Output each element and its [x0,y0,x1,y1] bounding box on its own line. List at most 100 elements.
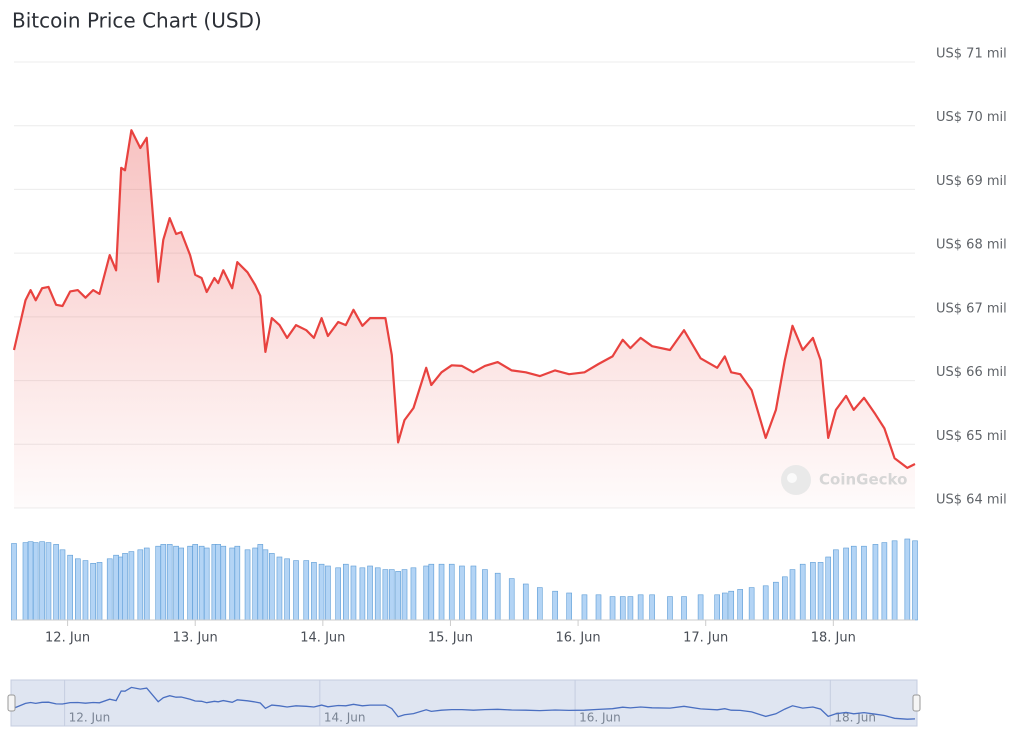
volume-bar [67,554,73,621]
volume-bar [762,585,769,621]
price-line [12,129,916,469]
volume-bar [891,540,898,621]
volume-bar [27,541,34,621]
volume-bar [697,594,704,621]
volume-bar [395,571,401,621]
volume-bar [350,565,357,621]
volume-bar [311,562,317,621]
volume-bar [90,562,96,621]
volume-bar [482,569,488,621]
y-tick-label: US$ 69 mil [936,174,1007,189]
volume-bar [494,572,501,621]
y-tick-label: US$ 67 mil [936,301,1007,316]
y-tick-label: US$ 68 mil [936,238,1007,253]
watermark: CoinGecko [781,465,907,495]
volume-bar [428,563,435,621]
volume-bar [234,545,241,621]
volume-bar [32,542,39,621]
x-tick-label: 16. Jun [556,631,601,646]
volume-bar [173,545,179,621]
volume-bar [192,544,199,621]
volume-bar [438,563,445,621]
navigator-handle[interactable] [912,694,921,712]
x-tick-label: 14. Jun [300,631,345,646]
volume-bar [459,565,465,621]
volume-bar [789,569,796,621]
volume-bar [106,558,113,621]
volume-bar [96,562,103,621]
volume-bar [667,596,673,621]
volume-bar [649,594,655,621]
navigator-label: 12. Jun [69,711,111,725]
volume-bar [335,567,341,621]
volume-bar [825,556,832,621]
volume-bar [178,547,184,621]
navigator-label: 16. Jun [579,711,621,725]
x-tick-label: 17. Jun [683,631,728,646]
volume-bar [850,545,857,621]
volume-bar [508,578,515,621]
volume-bar [423,565,430,621]
volume-bar [11,543,17,621]
volume-bar [75,558,81,621]
volume-bar [810,562,816,621]
chart-title: Bitcoin Price Chart (USD) [12,9,262,33]
volume-bar [155,545,162,621]
volume-bar [382,569,389,621]
volume-bar [637,594,644,621]
volume-bar [782,576,788,621]
volume-bar [284,558,290,621]
volume-bar [303,560,310,621]
x-tick-label: 12. Jun [45,631,90,646]
volume-bar [581,594,588,621]
volume-bar [198,545,205,621]
volume-bar [122,553,128,621]
volume-bar [113,554,119,621]
volume-bar [737,589,743,621]
volume-bar [912,540,918,621]
volume-bar [53,544,59,621]
volume-bar [536,587,543,621]
volume-bar [861,545,867,621]
volume-bar [128,551,135,621]
navigator-label: 18. Jun [834,711,876,725]
x-tick-label: 18. Jun [811,631,856,646]
volume-bar [552,590,558,621]
volume-bar [268,553,275,621]
volume-bar [293,560,299,621]
volume-bar [470,565,477,621]
y-tick-label: US$ 66 mil [936,365,1007,380]
navigator-line [13,686,916,720]
volume-bar [817,562,824,621]
navigator-label: 14. Jun [324,711,366,725]
volume-bar [448,563,455,621]
watermark-text: CoinGecko [819,471,907,489]
volume-bar [262,549,269,621]
volume-bar [566,592,572,621]
volume-bar [257,544,264,621]
volume-bar [619,596,626,621]
volume-bar [137,549,144,621]
volume-bar [728,590,735,621]
volume-bar [39,541,45,621]
volume-bar [681,596,687,621]
volume-bar [748,587,755,621]
volume-bar [215,544,221,621]
volume-bar [881,542,888,621]
volume-bar [45,542,52,621]
volume-bar [410,567,417,621]
volume-bar [833,549,839,621]
navigator[interactable] [10,679,918,727]
volume-bar [799,563,806,621]
volume-bar [627,596,634,621]
volume-bar [401,569,408,621]
volume-bar [160,544,167,621]
volume-bar [187,545,193,621]
volume-bar [714,594,720,621]
navigator-handle[interactable] [7,694,16,712]
x-tick-label: 15. Jun [428,631,473,646]
price-area [14,130,915,508]
volume-bar [166,544,173,621]
y-tick-label: US$ 65 mil [936,429,1007,444]
